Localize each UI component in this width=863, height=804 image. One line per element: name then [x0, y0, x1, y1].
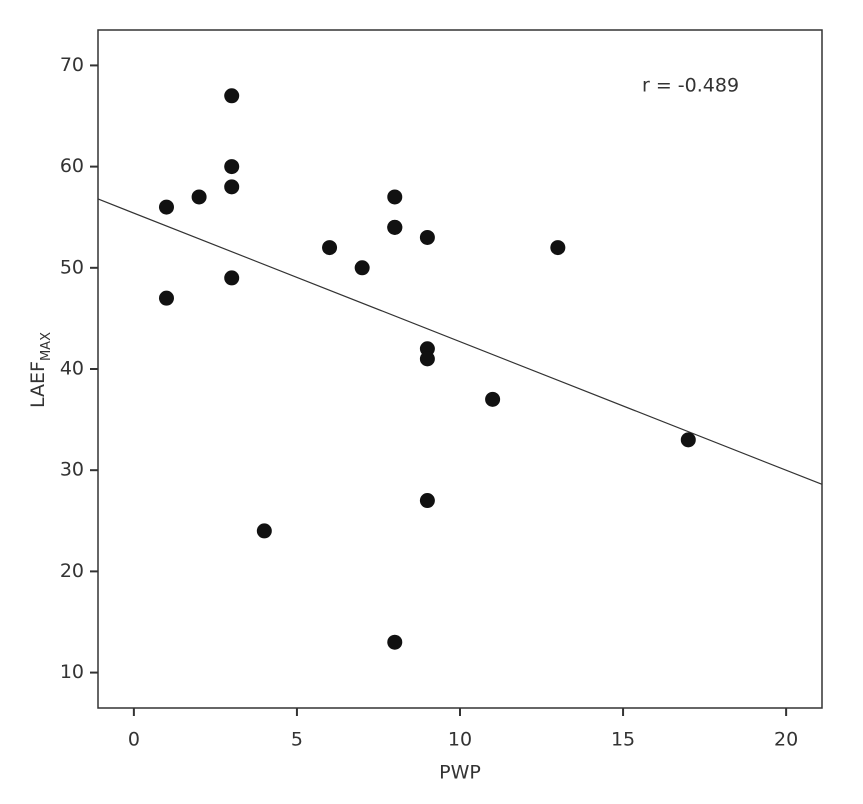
x-tick-label: 0 — [128, 729, 140, 751]
y-axis-label: LAEFMAX — [27, 332, 54, 408]
x-tick-label: 20 — [774, 729, 798, 751]
point — [322, 240, 338, 256]
y-axis-label-main: LAEF — [27, 361, 49, 408]
point — [256, 523, 272, 539]
point — [158, 290, 174, 306]
point — [387, 634, 403, 650]
annotation: r = -0.489 — [642, 75, 739, 97]
point — [354, 260, 370, 276]
y-tick-label: 70 — [60, 54, 84, 76]
plot-frame — [97, 29, 823, 709]
point — [191, 189, 207, 205]
fit-line — [97, 198, 823, 485]
y-tick-label: 50 — [60, 256, 84, 278]
point — [158, 199, 174, 215]
x-tick-label: 15 — [611, 729, 635, 751]
point — [224, 88, 240, 104]
point — [680, 432, 696, 448]
point — [224, 179, 240, 195]
point — [550, 240, 566, 256]
point — [419, 229, 435, 245]
y-tick-label: 20 — [60, 560, 84, 582]
point — [224, 159, 240, 175]
y-tick-label: 10 — [60, 661, 84, 683]
point — [419, 493, 435, 509]
y-axis-label-sub: MAX — [39, 332, 54, 361]
point — [387, 189, 403, 205]
y-tick-label: 60 — [60, 155, 84, 177]
point — [485, 391, 501, 407]
x-axis-label: PWP — [439, 762, 481, 784]
y-tick-label: 30 — [60, 459, 84, 481]
point — [224, 270, 240, 286]
point — [419, 351, 435, 367]
point — [387, 219, 403, 235]
x-tick-label: 5 — [291, 729, 303, 751]
x-tick-label: 10 — [448, 729, 472, 751]
y-tick-label: 40 — [60, 358, 84, 380]
